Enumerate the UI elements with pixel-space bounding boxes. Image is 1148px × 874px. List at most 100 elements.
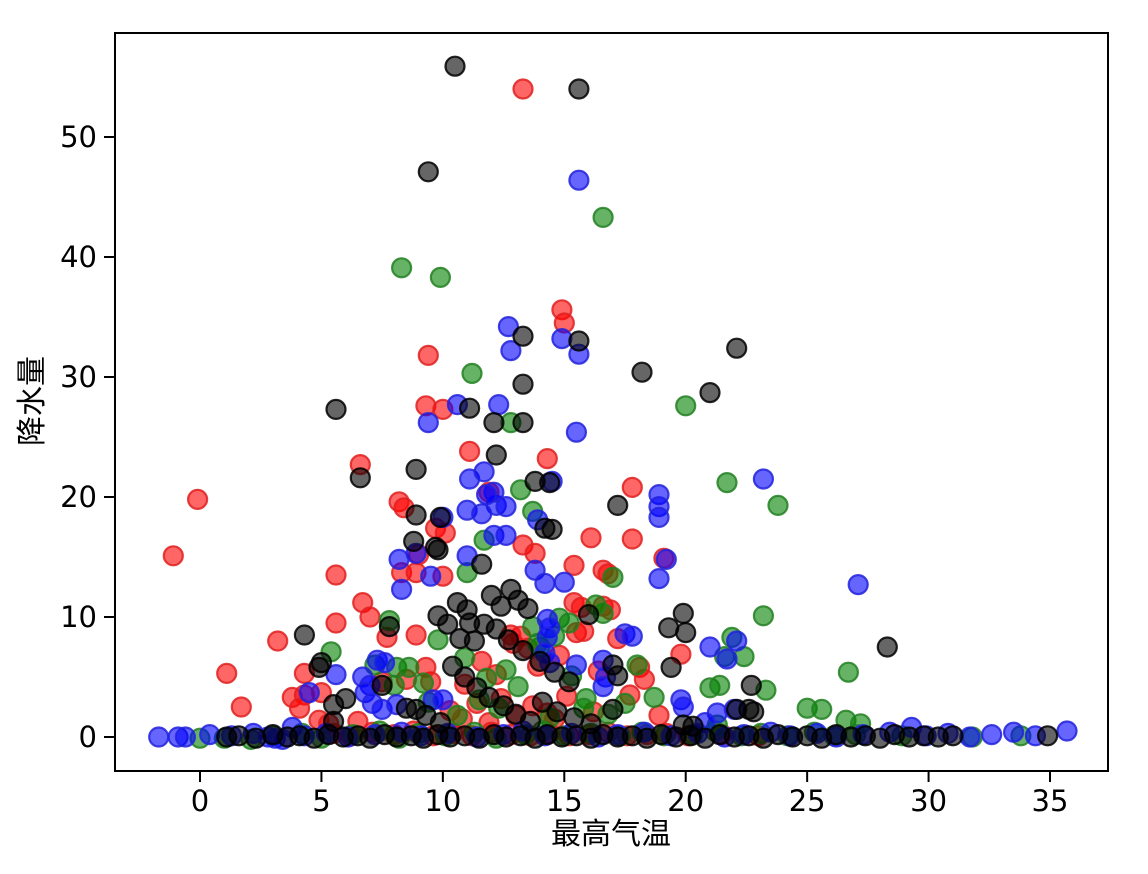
data-point [371,674,393,697]
data-point [699,636,721,658]
axes-layer: 0 5 10 15 20 25 30 35 0 10 20 30 40 50 [60,120,1068,818]
data-point [429,266,451,288]
data-point [378,615,400,638]
y-axis-label: 降水量 [15,356,50,446]
data-point [495,659,517,681]
data-point [471,553,493,575]
data-point [631,361,653,383]
data-point [568,78,590,100]
scatter-points-layer [148,55,1078,751]
data-point [308,656,330,679]
x-tick-label: 10 [424,784,461,818]
data-point [429,506,451,529]
data-point [517,597,539,620]
data-point [675,621,697,644]
data-point [607,665,629,687]
data-point [558,671,580,693]
data-point [621,625,643,647]
data-point [298,681,320,704]
data-point [602,566,624,589]
data-point [539,472,561,494]
data-point [592,675,614,698]
x-tick-label: 15 [546,784,583,818]
data-point [459,397,481,419]
data-point [391,578,413,601]
data-point [660,656,682,679]
data-point [427,629,449,651]
data-point [488,394,510,416]
data-point [648,506,670,529]
data-point [568,330,590,352]
y-tick-label: 20 [60,480,97,514]
data-point [228,725,250,747]
data-point [374,651,396,674]
data-point [811,698,833,721]
data-point [726,630,748,652]
data-point [437,613,459,635]
data-point [529,650,551,673]
data-point [476,484,498,506]
data-point [471,503,493,525]
data-point [444,55,466,77]
data-point [767,494,789,516]
data-point [148,726,170,748]
data-point [293,624,315,646]
data-point [405,458,427,480]
y-tick-label: 30 [60,360,97,394]
data-point [216,662,238,685]
data-point [405,624,427,646]
x-tick-label: 25 [789,784,826,818]
data-point [485,444,507,466]
data-point [449,627,471,650]
data-point [837,661,860,683]
data-point [675,395,697,417]
data-point [648,567,670,590]
data-point [1056,720,1078,742]
data-point [672,696,694,718]
plot-frame [114,32,1109,772]
data-point [981,723,1003,746]
data-point [174,726,196,748]
series-black [216,55,1059,749]
x-tick-label: 30 [910,784,947,818]
data-point [391,257,413,279]
data-point [512,78,534,100]
data-point [495,496,517,518]
data-point [672,602,694,625]
data-point [289,697,311,719]
data-point [500,340,522,362]
data-point [655,548,677,571]
x-tick-label: 20 [667,784,704,818]
y-tick-label: 50 [60,120,97,154]
x-tick-label: 35 [1032,784,1069,818]
data-point [592,206,614,228]
data-point [699,382,721,404]
data-point [876,636,898,658]
data-point [553,571,575,593]
data-point [531,691,554,713]
data-point [359,606,381,628]
x-axis-label: 最高气温 [551,817,671,852]
data-point [580,527,602,549]
data-point [412,672,434,694]
data-point [551,328,573,350]
data-point [942,725,964,747]
data-point [495,524,517,547]
data-point [602,698,624,721]
data-point [497,316,519,338]
data-point [483,412,505,434]
data-point [432,689,454,711]
data-point [726,337,748,359]
data-point [716,472,738,494]
data-point [541,518,563,541]
data-point [565,421,588,443]
x-tick-label: 5 [312,784,330,818]
data-point [417,344,439,366]
data-point [740,674,762,697]
y-tick-label: 10 [60,600,97,634]
data-point [349,467,371,489]
data-point [563,554,585,577]
data-point [512,412,534,434]
